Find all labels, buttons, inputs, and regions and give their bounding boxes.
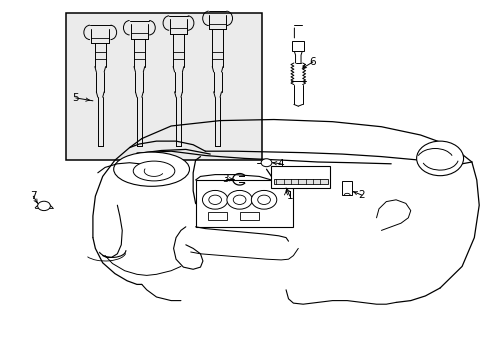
- Text: 3: 3: [222, 174, 229, 184]
- Text: 2: 2: [358, 190, 365, 200]
- Circle shape: [38, 201, 50, 211]
- Ellipse shape: [133, 161, 175, 181]
- Circle shape: [202, 190, 227, 209]
- Ellipse shape: [113, 152, 189, 186]
- Bar: [66, 13, 261, 160]
- Bar: [239, 212, 259, 220]
- Bar: [273, 179, 327, 184]
- Circle shape: [233, 195, 245, 204]
- Circle shape: [257, 195, 270, 204]
- Bar: [292, 41, 304, 51]
- Circle shape: [416, 141, 463, 176]
- Circle shape: [251, 190, 276, 209]
- Bar: [207, 212, 227, 220]
- Text: 1: 1: [286, 191, 293, 201]
- Text: 7: 7: [30, 191, 37, 201]
- Bar: [342, 181, 351, 195]
- Bar: [271, 166, 329, 188]
- Bar: [195, 180, 293, 227]
- Text: 6: 6: [309, 57, 316, 67]
- Circle shape: [261, 159, 271, 167]
- Circle shape: [226, 190, 252, 209]
- Circle shape: [208, 195, 221, 204]
- Text: 5: 5: [72, 93, 79, 103]
- Text: 4: 4: [277, 159, 284, 169]
